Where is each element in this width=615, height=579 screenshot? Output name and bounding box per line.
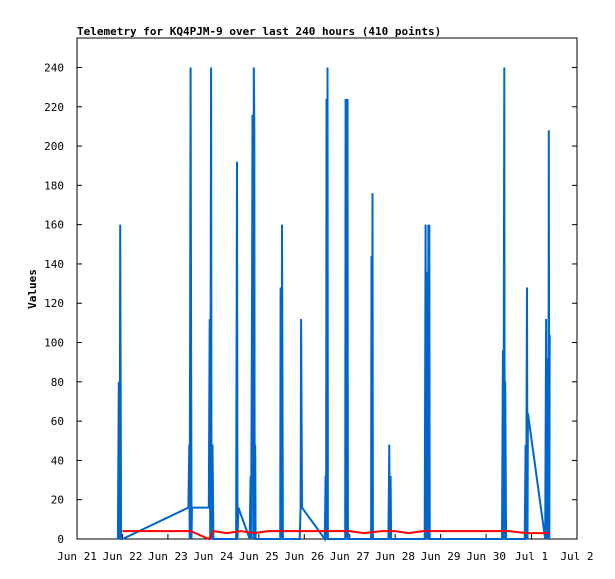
y-tick-label: 100	[44, 337, 64, 350]
y-tick-label: 40	[51, 454, 64, 467]
y-axis-label: Values	[26, 269, 39, 309]
y-tick-label: 140	[44, 258, 64, 271]
series-layer	[116, 67, 551, 543]
x-tick-label: Jun 25	[239, 550, 279, 563]
chart-title: Telemetry for KQ4PJM-9 over last 240 hou…	[77, 25, 441, 38]
x-tick-label: Jun 28	[375, 550, 415, 563]
x-tick-label: Jun 27	[330, 550, 370, 563]
x-tick-label: Jun 23	[148, 550, 188, 563]
x-axis-ticks: Jun 21 Jun 22 Jun 23 Jun 24 Jun 25 Jun 26 Jun …	[57, 534, 594, 563]
x-tick-label: Jun 22	[103, 550, 143, 563]
y-axis-ticks: 0 20 40 60 80 100 120 140 160 180 200 220 240	[44, 61, 577, 546]
y-tick-label: 200	[44, 140, 64, 153]
y-tick-label: 120	[44, 297, 64, 310]
y-tick-label: 20	[51, 494, 64, 507]
x-tick-label: Jun 26	[284, 550, 324, 563]
x-tick-label: Jul 1	[515, 550, 548, 563]
x-tick-label: Jun 29	[421, 550, 461, 563]
y-tick-label: 80	[51, 376, 64, 389]
y-tick-label: 60	[51, 415, 64, 428]
y-tick-label: 240	[44, 61, 64, 74]
y-tick-label: 180	[44, 179, 64, 192]
series-line-red	[122, 530, 550, 541]
x-tick-label: Jul 2	[560, 550, 593, 563]
x-tick-label: Jun 21	[57, 550, 97, 563]
y-tick-label: 220	[44, 101, 64, 114]
x-tick-label: Jun 30	[466, 550, 506, 563]
y-tick-label: 0	[57, 533, 64, 546]
x-tick-label: Jun 24	[193, 550, 233, 563]
series-line-blue	[116, 67, 551, 543]
y-tick-label: 160	[44, 219, 64, 232]
